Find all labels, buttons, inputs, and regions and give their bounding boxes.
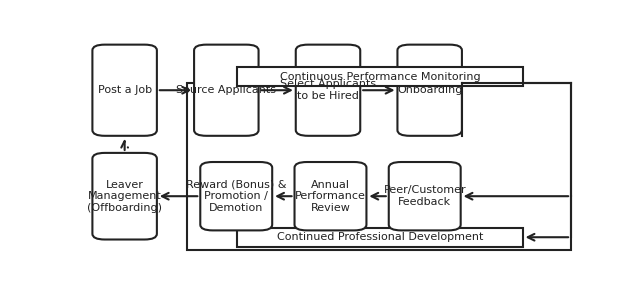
FancyBboxPatch shape bbox=[194, 45, 259, 136]
FancyBboxPatch shape bbox=[296, 45, 360, 136]
Bar bbox=[237, 67, 523, 86]
FancyBboxPatch shape bbox=[397, 45, 462, 136]
FancyBboxPatch shape bbox=[200, 162, 272, 230]
Text: Post a Job: Post a Job bbox=[97, 85, 152, 95]
Text: Leaver
Management
(Offboarding): Leaver Management (Offboarding) bbox=[87, 180, 162, 213]
Text: Continued Professional Development: Continued Professional Development bbox=[277, 232, 483, 242]
FancyBboxPatch shape bbox=[92, 45, 157, 136]
FancyBboxPatch shape bbox=[388, 162, 461, 230]
Text: Annual
Performance
Review: Annual Performance Review bbox=[295, 180, 366, 213]
Text: Continuous Performance Monitoring: Continuous Performance Monitoring bbox=[280, 72, 481, 81]
Bar bbox=[187, 83, 571, 250]
Bar bbox=[237, 228, 523, 247]
Text: Peer/Customer
Feedback: Peer/Customer Feedback bbox=[383, 185, 466, 207]
Text: Reward (Bonus) &
Promotion /
Demotion: Reward (Bonus) & Promotion / Demotion bbox=[186, 180, 287, 213]
Text: Onboarding: Onboarding bbox=[397, 85, 462, 95]
FancyBboxPatch shape bbox=[92, 153, 157, 239]
FancyBboxPatch shape bbox=[294, 162, 367, 230]
Text: Select Applicants
to be Hired: Select Applicants to be Hired bbox=[280, 79, 376, 101]
Text: Source Applicants: Source Applicants bbox=[177, 85, 276, 95]
